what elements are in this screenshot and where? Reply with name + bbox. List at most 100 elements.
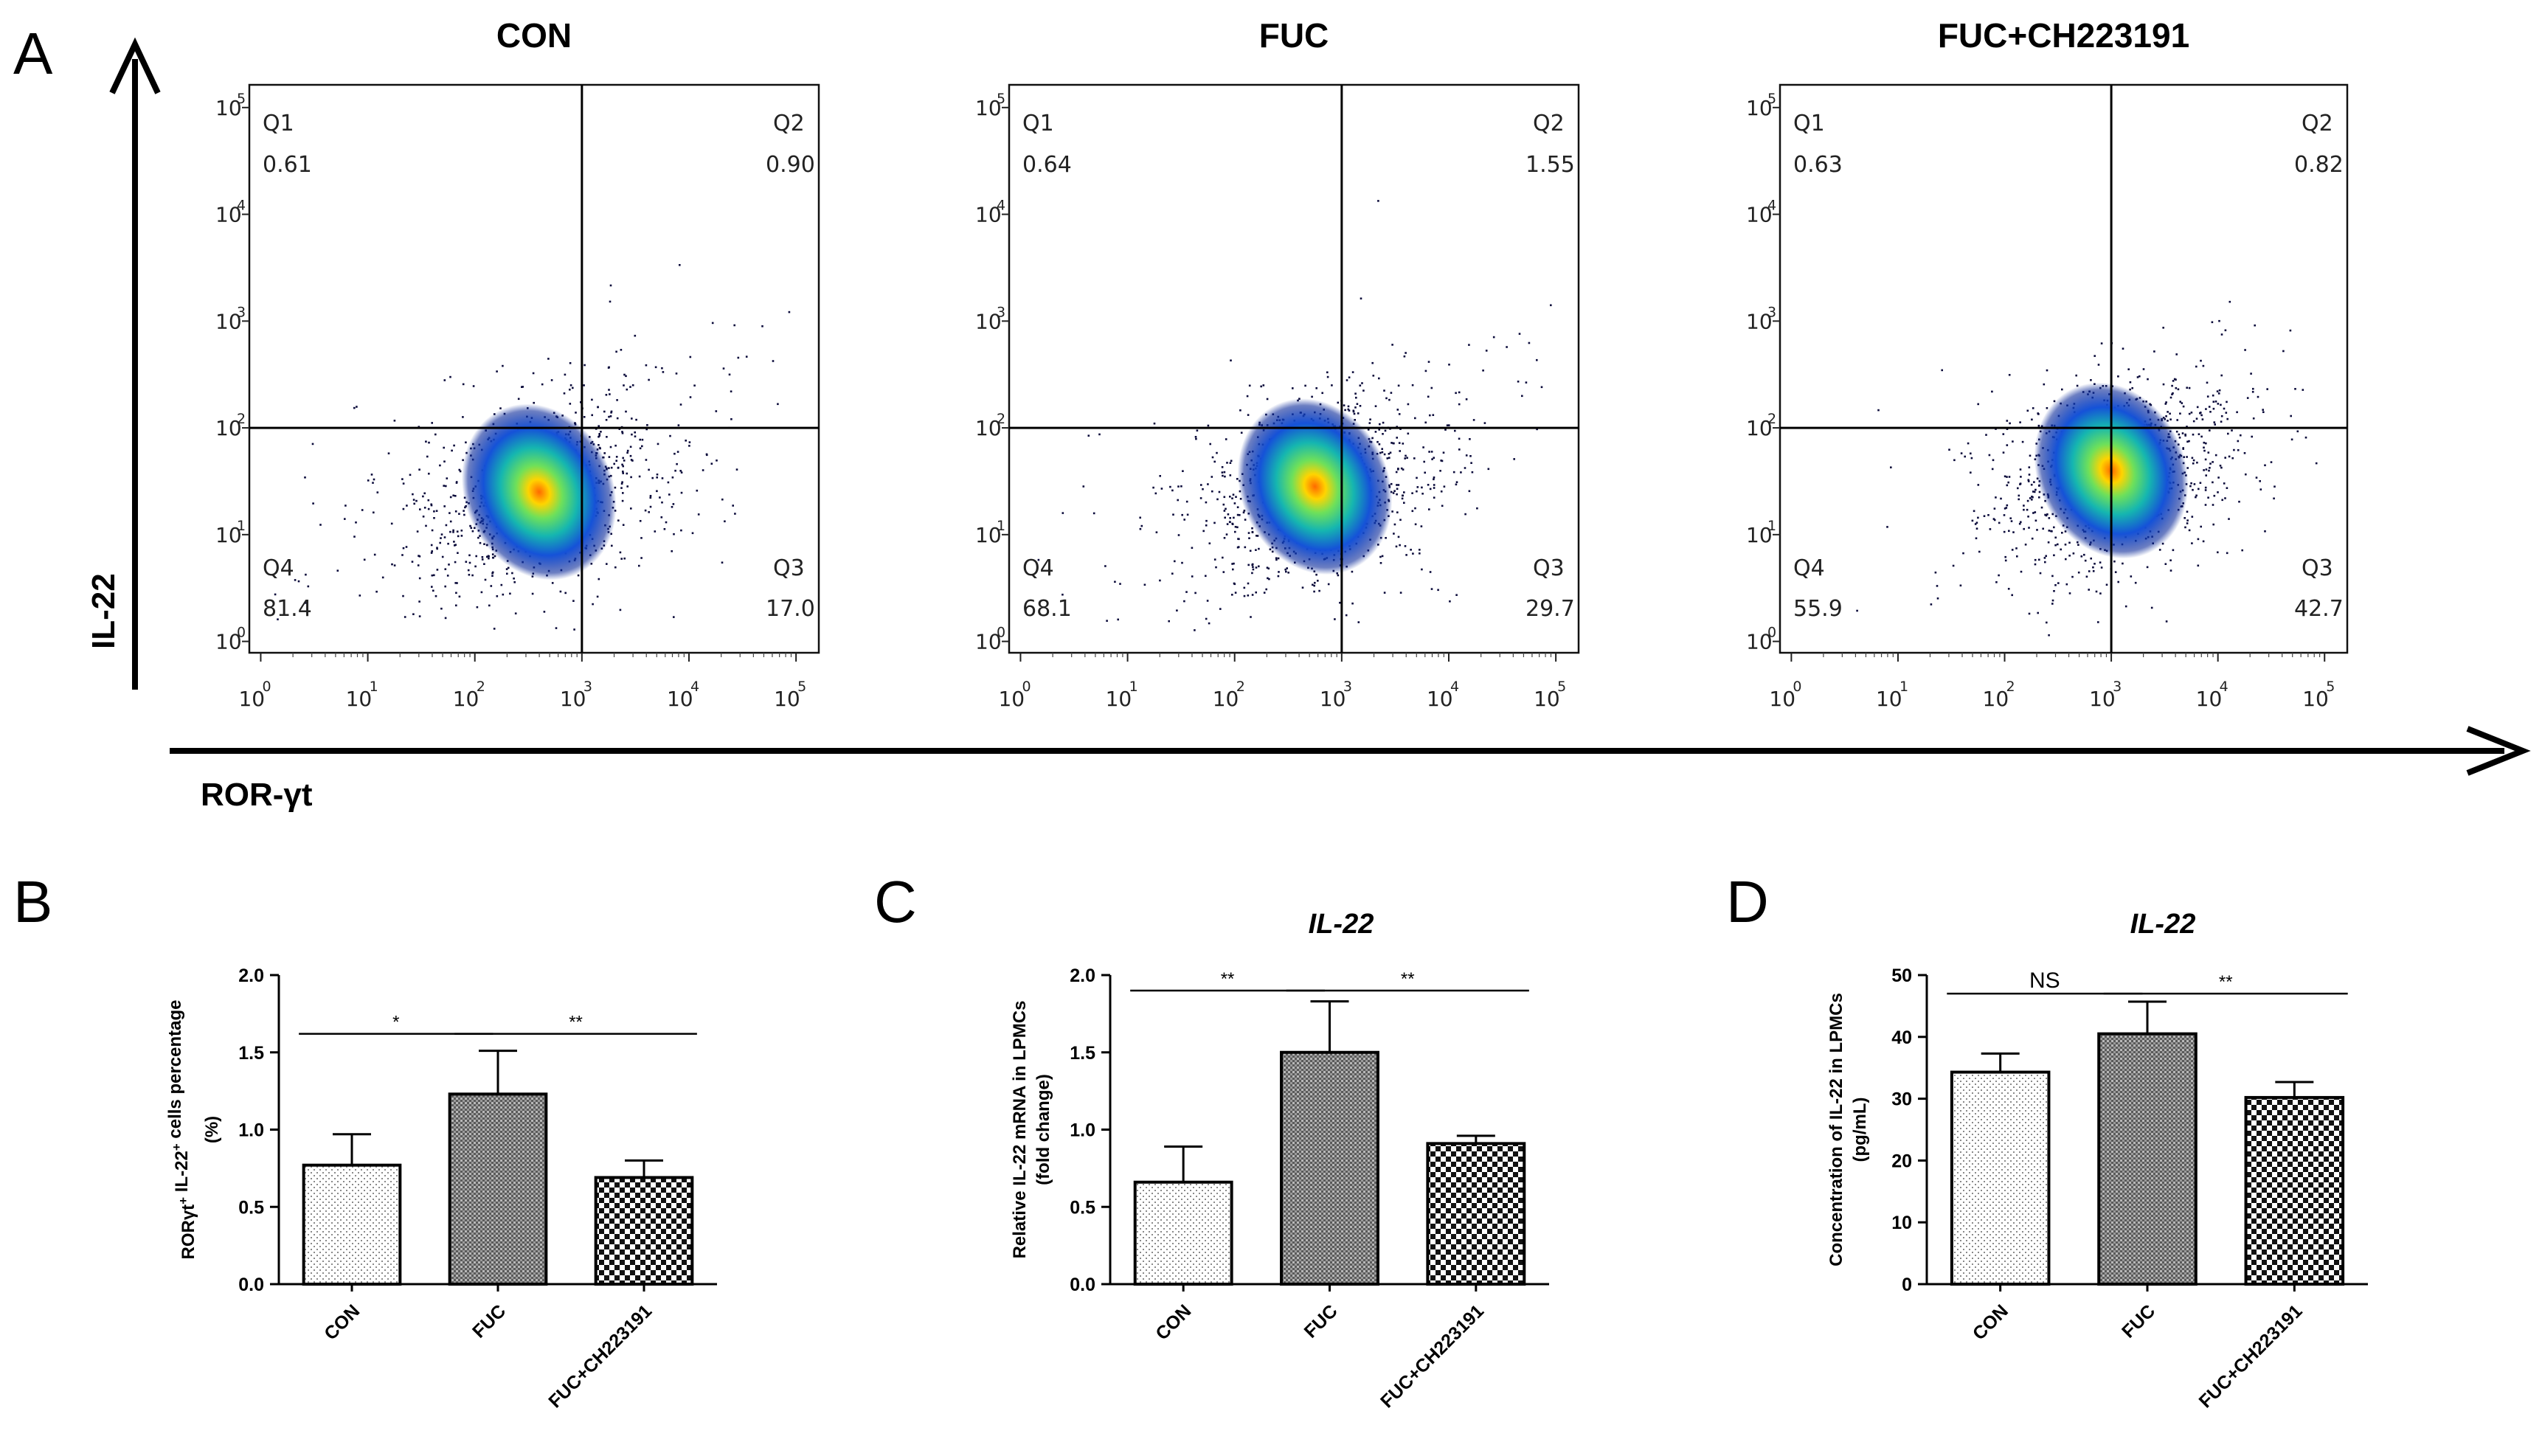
- event-dot: [443, 536, 446, 538]
- chart-title: IL-22: [1309, 909, 1374, 940]
- event-dot: [1405, 352, 1407, 354]
- event-dot: [462, 383, 465, 386]
- event-dot: [2175, 353, 2178, 356]
- event-dot: [623, 557, 626, 560]
- event-dot: [1411, 492, 1413, 494]
- event-dot: [2179, 412, 2181, 415]
- event-dot: [2008, 530, 2010, 533]
- event-dot: [2124, 605, 2127, 608]
- event-dot: [623, 384, 625, 386]
- event-dot: [659, 496, 661, 499]
- x-tick-label: 10: [1769, 687, 1795, 711]
- event-dot: [430, 552, 433, 554]
- event-dot: [1337, 401, 1340, 404]
- event-dot: [2223, 482, 2226, 485]
- event-dot: [1388, 453, 1391, 455]
- event-dot: [2200, 525, 2202, 528]
- event-dot: [608, 456, 611, 458]
- event-dot: [2039, 572, 2042, 575]
- event-dot: [1152, 486, 1154, 489]
- event-dot: [1098, 433, 1101, 436]
- category-label-fuc-ch223191: FUC+CH223191: [2195, 1300, 2307, 1412]
- event-dot: [2060, 548, 2062, 551]
- event-dot: [2206, 381, 2209, 384]
- event-dot: [1383, 592, 1386, 594]
- event-dot: [1975, 537, 1978, 540]
- significance-label: *: [392, 1013, 399, 1033]
- event-dot: [1359, 405, 1362, 407]
- event-dot: [1393, 533, 1395, 535]
- event-dot: [1399, 544, 1401, 547]
- event-dot: [1354, 392, 1357, 395]
- event-dot: [1449, 600, 1451, 603]
- event-dot: [2003, 514, 2006, 516]
- event-dot: [479, 541, 482, 544]
- event-dot: [673, 616, 675, 618]
- event-dot: [1374, 405, 1377, 407]
- quadrant-value-q1: 0.64: [1022, 152, 1072, 178]
- y-tick-label: 10: [1746, 203, 1773, 227]
- event-dot: [1433, 496, 1435, 499]
- event-dot: [2012, 531, 2015, 533]
- event-dot: [443, 446, 445, 449]
- event-dot: [434, 594, 437, 597]
- event-dot: [1155, 531, 1158, 533]
- event-dot: [2032, 496, 2034, 499]
- event-dot: [1219, 608, 1222, 610]
- event-dot: [1393, 523, 1396, 526]
- event-dot: [305, 573, 307, 576]
- event-dot: [1062, 593, 1064, 596]
- event-dot: [1343, 404, 1346, 406]
- event-dot: [2068, 555, 2071, 557]
- event-dot: [2165, 401, 2167, 403]
- event-dot: [1970, 452, 1972, 455]
- event-dot: [1037, 558, 1040, 561]
- event-dot: [2024, 544, 2027, 546]
- x-tick-label: 10: [774, 687, 800, 711]
- event-dot: [2240, 434, 2242, 437]
- event-dot: [656, 476, 658, 479]
- event-dot: [631, 384, 634, 386]
- event-dot: [1312, 583, 1314, 586]
- il22-axis-arrow: [109, 37, 161, 690]
- event-dot: [665, 521, 668, 524]
- event-dot: [1062, 512, 1064, 514]
- event-dot: [2213, 421, 2216, 423]
- event-dot: [416, 530, 419, 533]
- event-dot: [2099, 592, 2102, 594]
- event-dot: [2212, 504, 2214, 506]
- event-dot: [1244, 519, 1247, 521]
- x-tick-exponent: 2: [2006, 679, 2015, 695]
- event-dot: [671, 506, 673, 508]
- event-dot: [2092, 570, 2095, 572]
- event-dot: [2077, 571, 2080, 574]
- event-dot: [2053, 526, 2055, 529]
- event-dot: [455, 604, 457, 607]
- event-dot: [2042, 527, 2044, 530]
- event-dot: [2296, 430, 2299, 433]
- event-dot: [737, 356, 740, 359]
- event-dot: [1344, 409, 1346, 412]
- event-dot: [1355, 396, 1357, 399]
- event-dot: [412, 493, 414, 496]
- event-dot: [1233, 562, 1235, 565]
- event-dot: [1485, 350, 1488, 352]
- event-dot: [1465, 398, 1468, 401]
- event-dot: [2105, 583, 2108, 586]
- event-dot: [1424, 471, 1426, 474]
- event-dot: [2004, 475, 2006, 478]
- event-dot: [373, 553, 376, 556]
- event-dot: [1199, 497, 1202, 499]
- event-dot: [1952, 564, 1955, 567]
- event-dot: [447, 542, 449, 545]
- event-dot: [2061, 388, 2063, 391]
- event-dot: [1396, 511, 1399, 513]
- event-dot: [680, 529, 682, 532]
- x-tick-exponent: 3: [583, 679, 592, 695]
- event-dot: [469, 524, 471, 527]
- event-dot: [1468, 490, 1471, 493]
- event-dot: [2127, 368, 2130, 370]
- event-dot: [487, 555, 490, 558]
- event-dot: [2019, 468, 2022, 471]
- event-dot: [1236, 526, 1239, 529]
